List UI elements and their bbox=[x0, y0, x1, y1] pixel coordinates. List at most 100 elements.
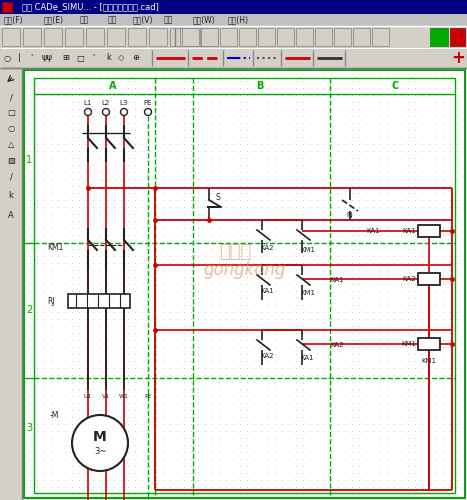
Text: KM1: KM1 bbox=[422, 358, 437, 364]
Text: ψψ: ψψ bbox=[42, 54, 53, 62]
Bar bbox=[22, 68, 467, 500]
Text: 3: 3 bbox=[26, 423, 32, 433]
Text: 绘图: 绘图 bbox=[80, 16, 89, 24]
Bar bbox=[170, 28, 188, 46]
Bar bbox=[258, 28, 275, 46]
Text: L3: L3 bbox=[120, 100, 128, 106]
Text: k: k bbox=[8, 190, 14, 200]
Text: KA2: KA2 bbox=[330, 342, 344, 348]
Text: ◇: ◇ bbox=[118, 54, 125, 62]
Bar bbox=[182, 28, 199, 46]
Bar bbox=[68, 294, 130, 308]
Text: △: △ bbox=[8, 140, 14, 148]
Bar bbox=[450, 28, 465, 46]
Text: L2: L2 bbox=[102, 100, 110, 106]
Text: 帮助(H): 帮助(H) bbox=[228, 16, 249, 24]
Bar bbox=[128, 28, 146, 46]
Text: 查看(V): 查看(V) bbox=[133, 16, 154, 24]
Text: ⊞: ⊞ bbox=[62, 54, 69, 62]
Text: ○: ○ bbox=[7, 124, 14, 132]
Text: 3~: 3~ bbox=[94, 446, 106, 456]
Bar bbox=[315, 28, 332, 46]
Text: /: / bbox=[9, 172, 13, 182]
Bar bbox=[372, 28, 389, 46]
Bar bbox=[201, 28, 218, 46]
Text: 1: 1 bbox=[26, 155, 32, 165]
Bar bbox=[65, 28, 83, 46]
Text: L1: L1 bbox=[84, 100, 92, 106]
Bar bbox=[277, 28, 294, 46]
Text: /: / bbox=[9, 94, 13, 102]
Text: 编辑(E): 编辑(E) bbox=[44, 16, 64, 24]
Text: gongkong: gongkong bbox=[204, 261, 286, 279]
Text: ': ' bbox=[30, 54, 32, 62]
Text: A: A bbox=[109, 81, 117, 91]
Bar bbox=[44, 28, 62, 46]
Text: KM1: KM1 bbox=[47, 244, 64, 252]
Text: V1: V1 bbox=[102, 394, 110, 400]
Text: 文件(F): 文件(F) bbox=[4, 16, 24, 24]
Text: ': ' bbox=[92, 54, 94, 62]
Circle shape bbox=[120, 108, 127, 116]
Circle shape bbox=[72, 415, 128, 471]
Bar bbox=[86, 28, 104, 46]
Text: +: + bbox=[451, 49, 465, 67]
Text: RJ: RJ bbox=[347, 212, 354, 218]
Bar bbox=[2, 2, 12, 12]
Circle shape bbox=[144, 108, 151, 116]
Bar bbox=[418, 225, 440, 237]
Text: M: M bbox=[93, 430, 107, 444]
Text: 模拟: 模拟 bbox=[108, 16, 117, 24]
Text: □: □ bbox=[76, 54, 84, 62]
Bar bbox=[0, 0, 467, 14]
Bar bbox=[0, 48, 467, 68]
Bar bbox=[180, 28, 198, 46]
Text: C: C bbox=[391, 81, 399, 91]
Text: PE: PE bbox=[144, 100, 152, 106]
Text: RJ: RJ bbox=[47, 296, 55, 306]
Text: KA2: KA2 bbox=[260, 245, 274, 251]
Text: ▧: ▧ bbox=[7, 156, 15, 164]
Text: 关于 CADe_SIMU... - [单按钮启停电路.cad]: 关于 CADe_SIMU... - [单按钮启停电路.cad] bbox=[22, 2, 159, 12]
Bar bbox=[430, 28, 448, 46]
Bar bbox=[149, 28, 167, 46]
Text: ○: ○ bbox=[4, 54, 11, 62]
Text: KA1: KA1 bbox=[403, 228, 416, 234]
Text: KA1: KA1 bbox=[260, 288, 274, 294]
Text: 发布于: 发布于 bbox=[219, 243, 251, 261]
Text: 2: 2 bbox=[26, 305, 32, 315]
Bar bbox=[353, 28, 370, 46]
Text: KM1: KM1 bbox=[401, 341, 416, 347]
Bar bbox=[24, 70, 465, 498]
Text: 显示: 显示 bbox=[164, 16, 173, 24]
Circle shape bbox=[85, 108, 92, 116]
Bar bbox=[23, 28, 41, 46]
Bar bbox=[334, 28, 351, 46]
Text: PE: PE bbox=[144, 394, 152, 400]
Bar bbox=[0, 14, 467, 26]
Text: |: | bbox=[18, 54, 21, 62]
Bar bbox=[239, 28, 256, 46]
Text: □: □ bbox=[7, 108, 15, 116]
Text: KA2: KA2 bbox=[403, 276, 416, 282]
Text: k: k bbox=[106, 54, 111, 62]
Bar bbox=[418, 273, 440, 285]
Text: A: A bbox=[8, 210, 14, 220]
Text: KA1: KA1 bbox=[330, 277, 344, 283]
Bar bbox=[0, 68, 22, 500]
Text: B: B bbox=[256, 81, 264, 91]
Bar bbox=[2, 28, 20, 46]
Text: S: S bbox=[215, 192, 220, 202]
Text: KA1: KA1 bbox=[300, 355, 314, 361]
Bar bbox=[107, 28, 125, 46]
Bar bbox=[200, 28, 218, 46]
Bar bbox=[296, 28, 313, 46]
Text: ⊕: ⊕ bbox=[132, 54, 139, 62]
Text: KM1: KM1 bbox=[300, 247, 315, 253]
Text: -M: -M bbox=[50, 410, 59, 420]
Bar bbox=[0, 26, 467, 48]
Circle shape bbox=[102, 108, 109, 116]
Bar bbox=[220, 28, 237, 46]
Bar bbox=[418, 338, 440, 350]
Text: KM1: KM1 bbox=[300, 290, 315, 296]
